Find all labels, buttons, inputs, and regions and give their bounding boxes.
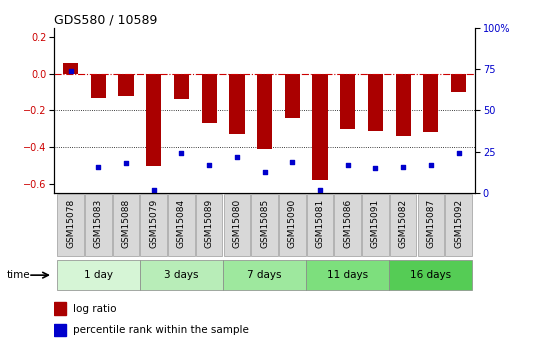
- Text: GSM15078: GSM15078: [66, 199, 75, 248]
- Point: [94, 164, 103, 169]
- Point: [122, 161, 130, 166]
- Bar: [395, 73, 411, 136]
- Point: [177, 151, 186, 156]
- Text: GSM15091: GSM15091: [371, 199, 380, 248]
- Text: GSM15083: GSM15083: [94, 199, 103, 248]
- Text: GSM15079: GSM15079: [149, 199, 158, 248]
- Bar: [54, 302, 66, 315]
- Text: GSM15090: GSM15090: [288, 199, 297, 248]
- Bar: [340, 73, 355, 129]
- Text: GSM15089: GSM15089: [205, 199, 214, 248]
- Text: 7 days: 7 days: [247, 270, 282, 280]
- FancyBboxPatch shape: [251, 194, 278, 256]
- FancyBboxPatch shape: [307, 194, 333, 256]
- FancyBboxPatch shape: [334, 194, 361, 256]
- Text: GSM15085: GSM15085: [260, 199, 269, 248]
- FancyBboxPatch shape: [362, 194, 389, 256]
- FancyBboxPatch shape: [85, 194, 112, 256]
- Point: [150, 187, 158, 193]
- Text: percentile rank within the sample: percentile rank within the sample: [73, 325, 249, 335]
- FancyBboxPatch shape: [306, 260, 389, 290]
- Point: [454, 151, 463, 156]
- FancyBboxPatch shape: [196, 194, 222, 256]
- FancyBboxPatch shape: [389, 260, 472, 290]
- FancyBboxPatch shape: [417, 194, 444, 256]
- Bar: [230, 73, 245, 134]
- Text: GSM15084: GSM15084: [177, 199, 186, 248]
- Text: GSM15086: GSM15086: [343, 199, 352, 248]
- Text: 16 days: 16 days: [410, 270, 451, 280]
- Text: GSM15092: GSM15092: [454, 199, 463, 248]
- Bar: [91, 73, 106, 98]
- Point: [343, 162, 352, 168]
- Point: [233, 154, 241, 159]
- Text: time: time: [6, 270, 30, 280]
- Bar: [63, 62, 78, 73]
- Text: log ratio: log ratio: [73, 304, 117, 314]
- Bar: [257, 73, 272, 149]
- Text: GSM15082: GSM15082: [399, 199, 408, 248]
- FancyBboxPatch shape: [57, 194, 84, 256]
- FancyBboxPatch shape: [224, 194, 250, 256]
- Bar: [146, 73, 161, 166]
- Text: GSM15081: GSM15081: [315, 199, 325, 248]
- Bar: [285, 73, 300, 118]
- Text: GDS580 / 10589: GDS580 / 10589: [54, 13, 157, 27]
- Point: [399, 164, 408, 169]
- Text: GSM15088: GSM15088: [122, 199, 131, 248]
- Bar: [118, 73, 134, 96]
- Bar: [201, 73, 217, 123]
- Bar: [313, 73, 328, 180]
- Bar: [423, 73, 438, 132]
- Bar: [368, 73, 383, 131]
- Text: 11 days: 11 days: [327, 270, 368, 280]
- FancyBboxPatch shape: [57, 260, 140, 290]
- Point: [260, 169, 269, 175]
- Point: [205, 162, 213, 168]
- Point: [371, 166, 380, 171]
- FancyBboxPatch shape: [140, 194, 167, 256]
- FancyBboxPatch shape: [168, 194, 195, 256]
- Bar: [174, 73, 189, 99]
- FancyBboxPatch shape: [113, 194, 139, 256]
- FancyBboxPatch shape: [446, 194, 472, 256]
- Text: GSM15087: GSM15087: [427, 199, 435, 248]
- Text: 3 days: 3 days: [164, 270, 199, 280]
- Bar: [54, 324, 66, 336]
- FancyBboxPatch shape: [279, 194, 306, 256]
- FancyBboxPatch shape: [223, 260, 306, 290]
- Text: 1 day: 1 day: [84, 270, 113, 280]
- Text: GSM15080: GSM15080: [232, 199, 241, 248]
- Bar: [451, 73, 466, 92]
- FancyBboxPatch shape: [140, 260, 223, 290]
- Point: [316, 187, 325, 193]
- Point: [66, 68, 75, 73]
- Point: [288, 159, 296, 165]
- FancyBboxPatch shape: [390, 194, 416, 256]
- Point: [427, 162, 435, 168]
